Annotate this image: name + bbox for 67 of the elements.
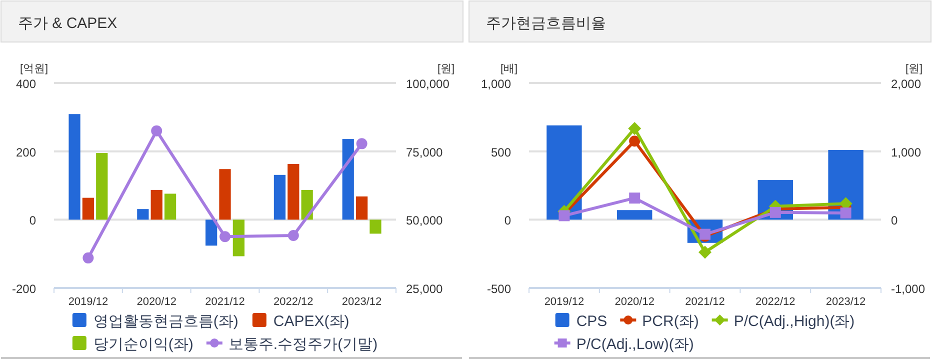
- y-tick-label: -200: [12, 282, 36, 296]
- y-tick-label: 400: [16, 77, 36, 91]
- legend-label: CPS: [576, 313, 608, 330]
- chart-title: 주가현금흐름비율: [486, 15, 606, 32]
- bar: [288, 164, 300, 220]
- y-tick-label: 1,000: [480, 77, 512, 91]
- point: [220, 231, 230, 242]
- y2-tick-label: 75,000: [406, 145, 444, 160]
- bar: [150, 190, 162, 220]
- bar: [356, 196, 368, 220]
- x-tick-label: 2020/12: [136, 296, 176, 308]
- point: [82, 252, 94, 264]
- bar: [232, 220, 244, 256]
- legend-label: P/C(Adj.,Low)(좌): [576, 336, 694, 353]
- point: [698, 246, 712, 259]
- chart-title: 주가 & CAPEX: [18, 15, 118, 32]
- bar: [206, 220, 218, 246]
- y-tick-label: 0: [504, 214, 512, 228]
- x-tick-label: 2022/12: [274, 296, 314, 308]
- y-tick-label: 200: [16, 145, 36, 160]
- legend-label: 보통주.수정주가(기말): [228, 336, 378, 353]
- x-tick-label: 2019/12: [68, 296, 108, 308]
- bar: [274, 174, 286, 220]
- x-tick-label: 2022/12: [756, 296, 796, 308]
- x-tick-label: 2020/12: [614, 296, 654, 308]
- y-axis-title: [억원]: [20, 63, 48, 75]
- x-tick-label: 2021/12: [685, 296, 725, 308]
- y2-tick-label: -1,000: [891, 282, 926, 296]
- y2-tick-label: 2,000: [891, 77, 922, 91]
- point: [356, 138, 368, 150]
- x-tick-label: 2021/12: [205, 296, 245, 308]
- bar: [137, 209, 149, 220]
- point: [629, 192, 640, 204]
- point: [628, 122, 642, 136]
- bar: [546, 125, 582, 220]
- bar: [96, 153, 108, 220]
- legend-label: PCR(좌): [642, 313, 699, 330]
- bar: [370, 220, 382, 234]
- y2-tick-label: 50,000: [406, 214, 444, 228]
- legend-label: 영업활동현금흐름(좌): [93, 313, 238, 330]
- bar: [342, 139, 354, 220]
- bar: [68, 114, 80, 220]
- y2-tick-label: 100,000: [406, 77, 450, 91]
- y-tick-label: 0: [29, 214, 36, 228]
- point: [151, 125, 162, 136]
- legend-label: 당기순이익(좌): [93, 336, 194, 353]
- legend-label: P/C(Adj.,High)(좌): [734, 313, 855, 330]
- x-tick-label: 2023/12: [342, 296, 382, 308]
- point: [770, 206, 781, 218]
- y2-tick-label: 25,000: [406, 282, 444, 296]
- point: [840, 207, 852, 218]
- point: [288, 230, 299, 242]
- point: [629, 136, 640, 147]
- bar: [82, 198, 94, 220]
- y-tick-label: 500: [490, 145, 512, 160]
- bar: [164, 194, 176, 220]
- y-tick-label: -500: [486, 282, 512, 296]
- x-tick-label: 2023/12: [826, 296, 866, 308]
- bar: [617, 210, 652, 220]
- x-tick-label: 2019/12: [544, 296, 584, 308]
- y2-tick-label: 0: [891, 214, 898, 228]
- y2-tick-label: 1,000: [891, 145, 922, 160]
- legend-label: CAPEX(좌): [273, 313, 350, 330]
- y2-axis-title: [원]: [437, 63, 455, 75]
- bar: [219, 169, 231, 220]
- y-axis-title: [배]: [500, 63, 518, 75]
- y2-axis-title: [원]: [905, 63, 923, 75]
